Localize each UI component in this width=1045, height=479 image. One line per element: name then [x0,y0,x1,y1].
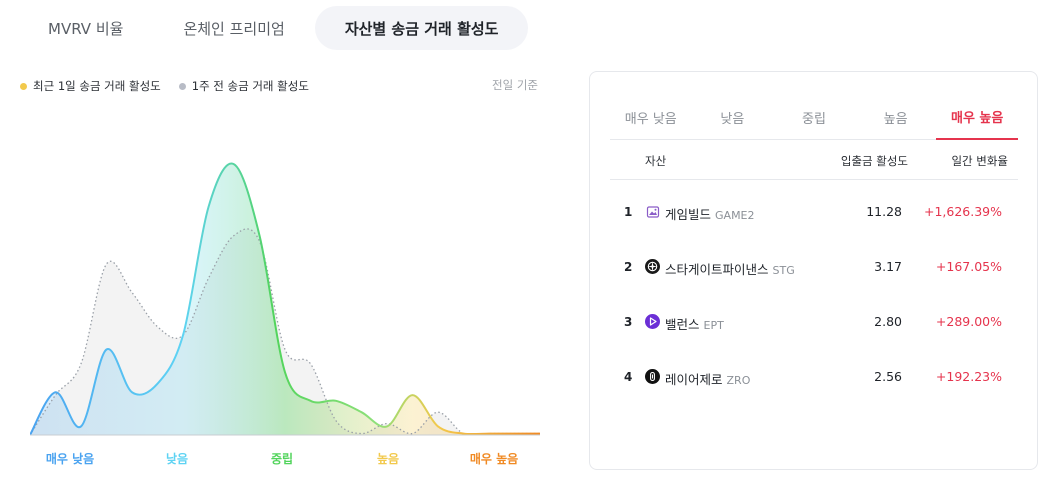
x-label-very-low: 매우 낮음 [45,452,95,466]
gamebuild-icon [645,204,660,219]
series-line-recent [30,162,540,436]
rank: 1 [624,205,633,219]
series-area-recent [30,163,540,435]
legend-dot-week-ago [178,82,186,90]
daily-change: +1,626.39% [923,204,1002,219]
x-axis-labels: 매우 낮음 낮음 중립 높음 매우 높음 [30,450,540,470]
legend-label-week-ago: 1주 전 송금 거래 활성도 [191,79,309,93]
top-tab-bar: MVRV 비율 온체인 프리미엄 자산별 송금 거래 활성도 [14,6,529,50]
asset-symbol: GAME2 [715,209,755,222]
activity-value: 11.28 [866,204,902,219]
rank: 2 [624,260,633,274]
activity-value: 2.56 [874,369,902,384]
table-row[interactable]: 4 레이어제로 ZRO 2.56 +192.23% [610,350,1018,405]
asset-name: 스타게이트파이낸스 STG [665,262,795,277]
ranking-panel: 매우 낮음 낮음 중립 높음 매우 높음 자산 입출금 활성도 일간 변화율 1… [589,71,1038,470]
rank: 3 [624,315,633,329]
x-label-low: 낮음 [165,452,189,466]
tab-transfer-activity[interactable]: 자산별 송금 거래 활성도 [314,6,529,50]
activity-value: 3.17 [874,259,902,274]
header-activity: 입출금 활성도 [840,154,908,168]
level-tab-bar: 매우 낮음 낮음 중립 높음 매우 높음 [610,94,1018,140]
series-line-week-ago [30,228,540,436]
tab-high[interactable]: 높음 [883,111,908,127]
header-asset: 자산 [645,154,667,168]
table-row[interactable]: 2 스타게이트파이낸스 STG 3.17 +167.05% [610,240,1018,295]
chart-legend: 최근 1일 송금 거래 활성도 1주 전 송금 거래 활성도 [20,78,309,94]
tab-mvrv-ratio[interactable]: MVRV 비율 [48,19,124,38]
asset-symbol: ZRO [726,374,751,387]
rank: 4 [624,370,633,384]
layerzero-icon [645,369,660,384]
x-label-high: 높음 [376,452,400,466]
tab-low[interactable]: 낮음 [720,111,745,127]
activity-distribution-chart [30,162,540,436]
tab-neutral[interactable]: 중립 [802,111,826,127]
daily-change: +167.05% [935,259,1002,274]
x-label-very-high: 매우 높음 [469,452,519,466]
tab-very-low[interactable]: 매우 낮음 [624,111,677,127]
header-change: 일간 변화율 [951,154,1008,168]
daily-change: +289.00% [935,314,1002,329]
table-row[interactable]: 3 밸런스 EPT 2.80 +289.00% [610,295,1018,350]
legend-item-week-ago: 1주 전 송금 거래 활성도 [178,78,309,94]
legend-label-recent: 최근 1일 송금 거래 활성도 [33,79,161,93]
daily-change: +192.23% [935,369,1002,384]
legend-dot-recent [20,82,27,90]
stargate-icon [645,259,660,274]
tab-very-high[interactable]: 매우 높음 [936,94,1018,140]
basis-note: 전일 기준 [492,78,538,92]
asset-name: 게임빌드 GAME2 [665,207,755,222]
legend-item-recent: 최근 1일 송금 거래 활성도 [20,78,161,94]
x-label-neutral: 중립 [270,452,294,466]
asset-symbol: STG [772,264,795,277]
activity-value: 2.80 [874,314,902,329]
table-header: 자산 입출금 활성도 일간 변화율 [610,140,1018,180]
tab-onchain-premium[interactable]: 온체인 프리미엄 [183,19,285,38]
table-row[interactable]: 1 게임빌드 GAME2 11.28 +1,626.39% [610,185,1018,240]
asset-name: 레이어제로 ZRO [665,372,751,387]
balance-icon [645,314,660,329]
asset-symbol: EPT [703,319,724,332]
asset-name: 밸런스 EPT [665,317,724,332]
